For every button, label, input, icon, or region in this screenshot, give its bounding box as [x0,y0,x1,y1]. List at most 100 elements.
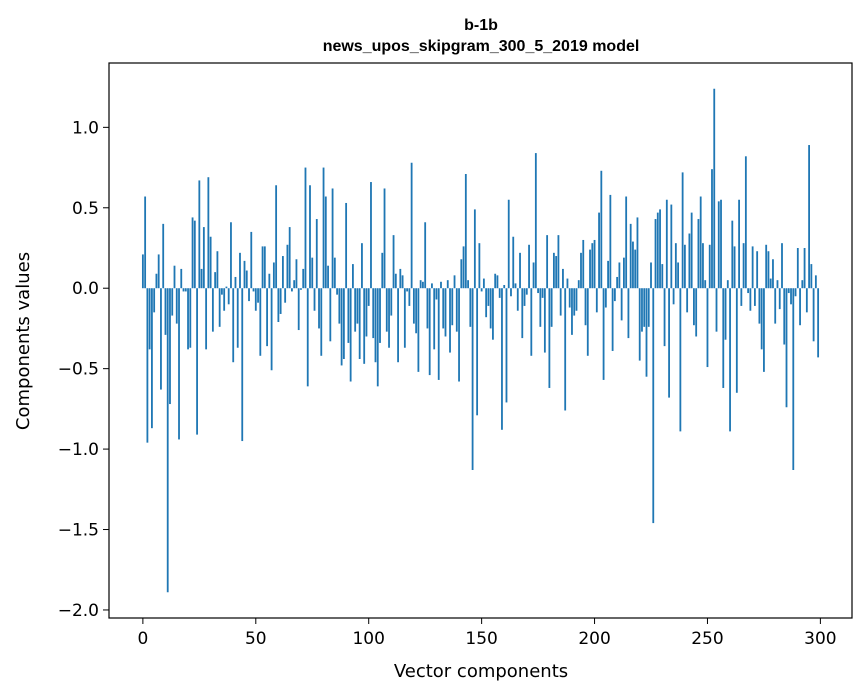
bar-212 [620,288,623,321]
bar-272 [756,251,759,289]
bar-130 [435,288,438,300]
bar-109 [388,288,390,348]
bar-299 [817,288,820,358]
bar-108 [385,288,388,332]
bar-227 [654,219,657,289]
bar-248 [702,243,704,289]
bar-158 [498,288,501,298]
x-tick-label: 300 [804,629,836,649]
bar-230 [661,264,664,289]
bar-180 [548,288,551,388]
bar-101 [370,182,372,289]
bar-184 [557,235,560,289]
bar-12 [169,288,171,405]
bar-277 [767,251,770,289]
bar-74 [309,185,311,289]
bar-32 [214,272,217,289]
bar-95 [356,288,359,324]
y-tick-label: −0.5 [58,360,99,380]
bar-182 [552,252,555,289]
bar-119 [410,162,413,289]
bar-75 [311,257,314,289]
bar-112 [394,273,397,289]
bar-271 [753,288,756,306]
bar-201 [595,288,598,313]
bar-216 [629,223,632,289]
bar-295 [808,145,810,289]
bar-258 [724,288,727,340]
bar-96 [358,288,361,359]
bar-247 [699,196,702,289]
bar-139 [455,288,458,332]
bar-217 [632,241,634,289]
bar-200 [593,239,596,289]
bar-104 [376,288,379,387]
bar-251 [708,244,711,289]
bar-87 [338,288,341,324]
bar-154 [489,288,492,329]
bar-120 [412,288,415,324]
bar-144 [467,280,469,289]
bar-254 [715,288,718,332]
bar-199 [591,243,594,289]
bar-235 [672,288,675,305]
bar-297 [812,288,815,342]
bar-218 [634,249,637,289]
bar-140 [458,288,460,382]
bar-16 [178,288,180,440]
x-tick-label: 100 [352,629,384,649]
bar-62 [281,256,284,289]
bar-80 [322,167,325,289]
bar-169 [523,288,526,306]
bar-73 [306,288,309,387]
bar-91 [347,288,350,343]
bar-219 [636,217,639,289]
bar-281 [776,280,779,289]
bar-138 [453,275,456,289]
bar-60 [277,288,280,322]
bar-203 [600,170,603,289]
bar-137 [451,288,454,326]
bar-291 [799,288,801,326]
bar-284 [783,288,786,345]
bar-114 [399,268,402,289]
bar-58 [272,262,275,289]
bar-26 [200,268,203,289]
bar-282 [778,288,781,310]
bar-293 [803,248,806,289]
bar-269 [749,288,752,311]
y-axis-ticks: −2.0 −1.5 −1.0 −0.5 0.0 0.5 1.0 [58,118,109,621]
bar-128 [431,283,433,289]
bar-15 [175,288,178,324]
bar-255 [717,201,720,289]
bar-221 [641,288,643,332]
bar-195 [582,239,585,289]
bar-115 [401,275,404,289]
bar-40 [232,288,235,363]
bar-274 [760,288,763,350]
bar-21 [189,288,192,348]
bar-205 [604,288,607,308]
bar-147 [473,209,476,289]
bar-11 [166,288,169,593]
bar-132 [440,281,442,289]
y-tick-label: 0.0 [72,279,99,299]
bar-166 [516,288,519,311]
bar-268 [747,288,750,294]
bar-59 [275,185,278,289]
bar-88 [340,288,343,366]
bar-232 [665,199,668,289]
bar-239 [681,172,684,289]
bar-224 [647,288,650,327]
bar-176 [539,288,542,327]
bar-261 [731,220,734,289]
bar-51 [257,288,259,303]
bar-52 [259,288,262,356]
bar-156 [494,273,497,289]
bar-31 [211,288,214,332]
bar-189 [568,288,571,308]
bar-283 [781,243,783,289]
bar-240 [683,244,686,289]
bar-179 [546,235,549,289]
